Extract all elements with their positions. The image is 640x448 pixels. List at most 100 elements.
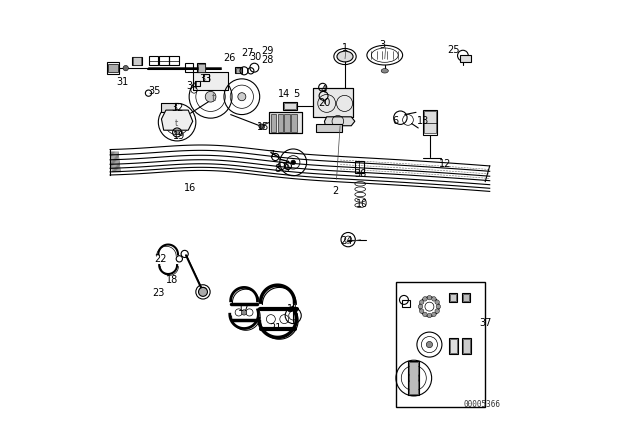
Text: 20: 20 <box>318 99 331 108</box>
Circle shape <box>123 65 129 71</box>
Text: 29: 29 <box>261 46 273 56</box>
Text: 23: 23 <box>152 288 164 298</box>
Circle shape <box>291 160 296 164</box>
Text: 16: 16 <box>184 183 196 193</box>
Text: 11: 11 <box>287 304 300 314</box>
Text: 3: 3 <box>380 40 385 50</box>
Text: 00005366: 00005366 <box>463 401 500 409</box>
Bar <box>185 63 193 72</box>
Text: 10: 10 <box>356 199 369 209</box>
Bar <box>284 102 297 110</box>
Text: 31: 31 <box>116 77 129 87</box>
Circle shape <box>241 310 247 315</box>
Text: 28: 28 <box>261 55 273 65</box>
Text: 12: 12 <box>439 159 451 169</box>
Bar <box>284 114 290 132</box>
Circle shape <box>238 93 246 101</box>
Bar <box>269 112 302 134</box>
Text: 24: 24 <box>340 236 353 246</box>
Text: 32: 32 <box>171 103 183 113</box>
Circle shape <box>198 288 207 296</box>
Bar <box>314 88 353 117</box>
Bar <box>106 62 119 74</box>
Bar <box>271 114 276 132</box>
Circle shape <box>435 300 440 304</box>
Text: 6: 6 <box>393 116 399 126</box>
Bar <box>355 161 364 172</box>
Bar <box>410 362 419 394</box>
Bar <box>449 294 456 301</box>
Text: 27: 27 <box>241 48 253 58</box>
Bar <box>278 114 283 132</box>
Text: t: t <box>212 93 216 103</box>
Text: 22: 22 <box>154 254 167 264</box>
Text: t: t <box>175 119 178 128</box>
Text: 4: 4 <box>321 85 326 95</box>
Circle shape <box>205 91 216 102</box>
Circle shape <box>259 124 264 129</box>
Bar <box>132 56 142 65</box>
Circle shape <box>408 373 419 383</box>
Bar <box>314 88 353 117</box>
Text: 13: 13 <box>417 116 429 126</box>
Bar <box>284 103 296 109</box>
Circle shape <box>259 124 263 129</box>
Polygon shape <box>161 110 193 130</box>
Bar <box>449 293 457 302</box>
Circle shape <box>419 300 424 304</box>
Bar <box>291 114 297 132</box>
Circle shape <box>427 296 431 300</box>
Circle shape <box>423 297 427 301</box>
Circle shape <box>419 309 424 313</box>
Bar <box>170 56 179 65</box>
Circle shape <box>423 312 427 317</box>
Bar <box>193 72 228 90</box>
Bar <box>195 81 200 86</box>
Bar <box>161 103 175 112</box>
Bar <box>462 293 470 302</box>
Text: 26: 26 <box>223 53 236 63</box>
Text: 8: 8 <box>275 164 280 174</box>
Text: 33: 33 <box>199 74 211 84</box>
Text: 34: 34 <box>187 82 199 91</box>
Bar <box>460 55 471 62</box>
Text: 1: 1 <box>342 43 348 52</box>
Circle shape <box>427 313 431 318</box>
Bar <box>396 282 485 407</box>
Text: 19: 19 <box>173 130 186 141</box>
Bar <box>148 56 158 65</box>
Ellipse shape <box>337 51 353 62</box>
Ellipse shape <box>381 69 388 73</box>
Bar <box>235 67 243 73</box>
Bar <box>159 56 169 65</box>
Bar <box>462 338 471 353</box>
Bar <box>198 64 205 72</box>
Bar <box>203 74 209 81</box>
Text: 18: 18 <box>166 275 178 285</box>
Bar <box>193 72 228 90</box>
Bar <box>237 68 241 73</box>
Text: 37: 37 <box>479 318 492 328</box>
Circle shape <box>431 312 436 317</box>
Text: 5: 5 <box>293 90 300 99</box>
Bar <box>463 294 469 301</box>
Bar <box>161 103 175 112</box>
Circle shape <box>419 304 423 309</box>
Circle shape <box>435 309 440 313</box>
Text: 14: 14 <box>278 90 291 99</box>
Circle shape <box>436 304 440 309</box>
Bar <box>408 361 419 395</box>
Bar <box>316 125 342 133</box>
Bar <box>424 112 436 134</box>
Text: 21: 21 <box>269 323 282 332</box>
Bar <box>108 64 118 72</box>
Text: 35: 35 <box>148 86 161 96</box>
Bar <box>133 57 141 65</box>
Bar <box>269 112 302 134</box>
Text: 25: 25 <box>448 45 460 55</box>
Bar <box>197 63 205 72</box>
Text: 36: 36 <box>354 169 366 179</box>
Polygon shape <box>324 117 355 126</box>
Text: 17: 17 <box>238 303 250 313</box>
Circle shape <box>175 130 179 135</box>
